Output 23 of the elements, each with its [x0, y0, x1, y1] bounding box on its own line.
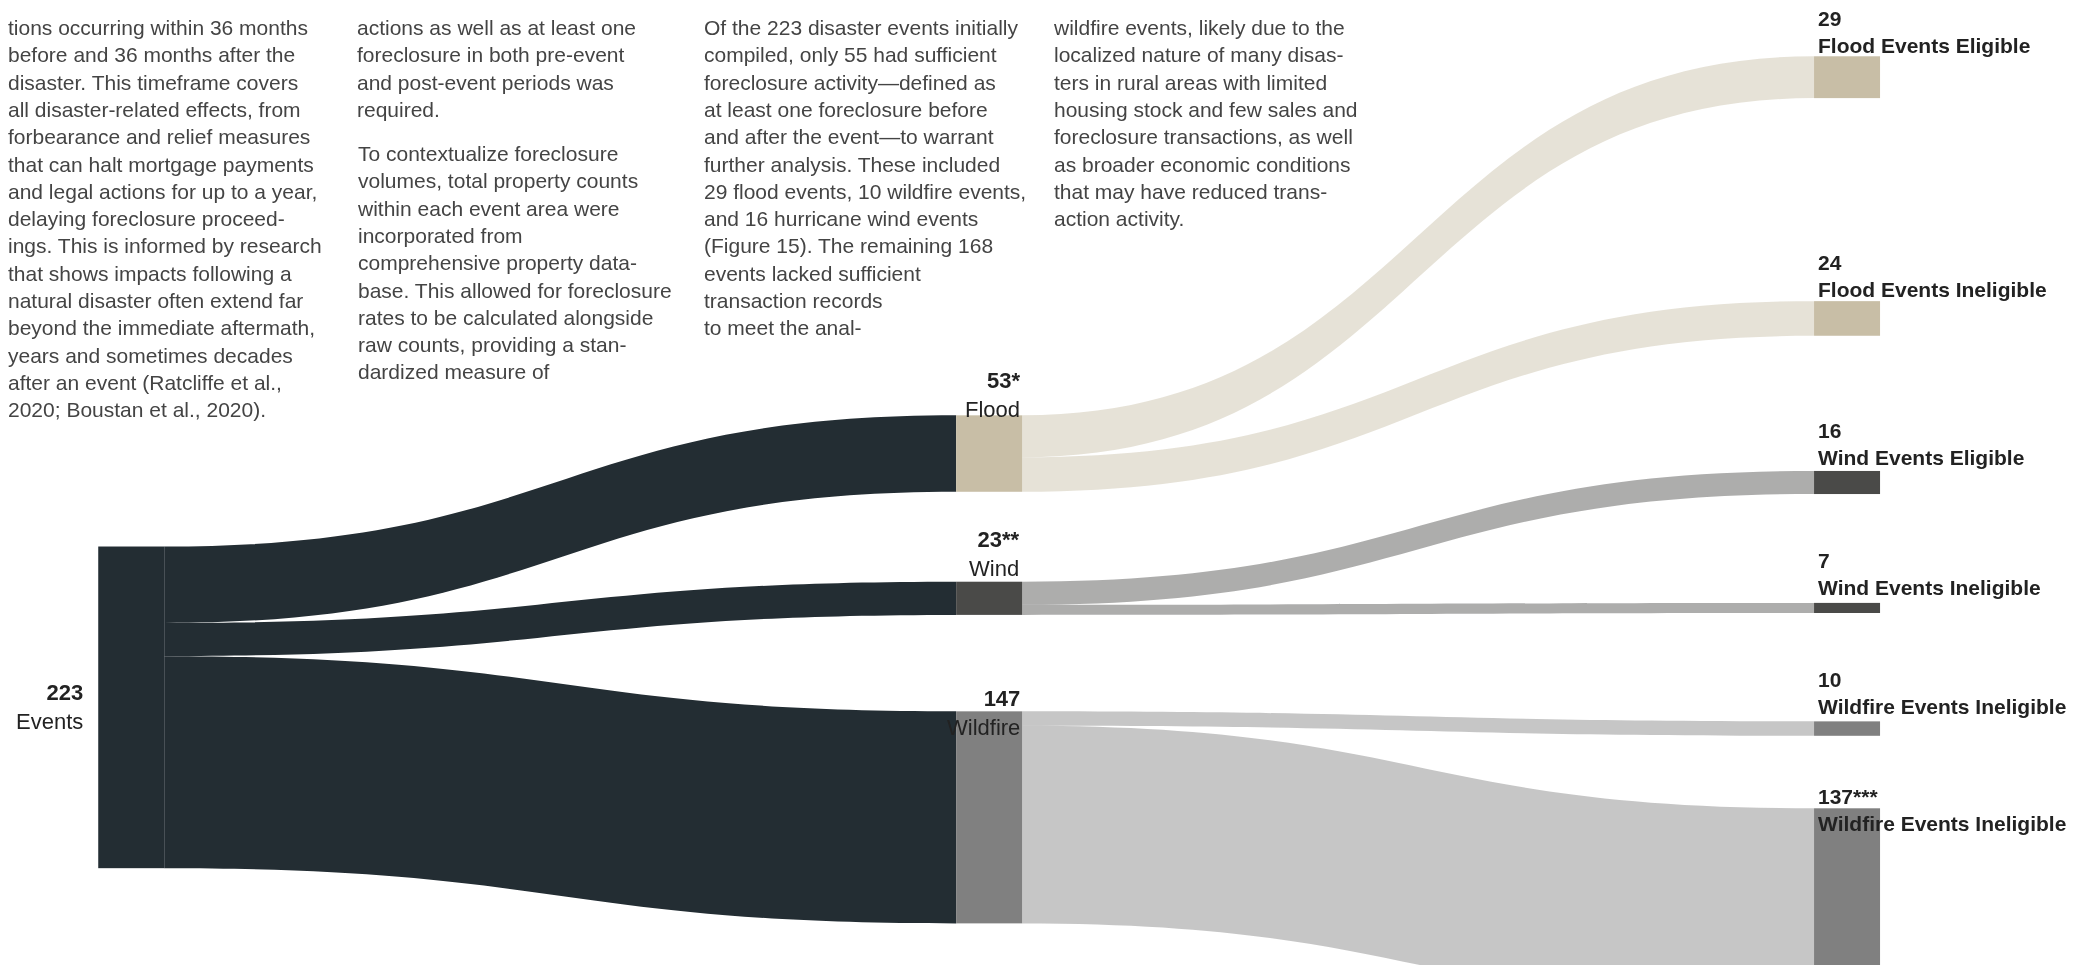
text: Of the 223 disaster events initially compiled, only 55 had sufficient foreclosure activity—defined as at least one foreclosure before and after the event—to warrant further analysis. These included 29 flood events, 10 wildfire events, and 16 hurricane wind events (Figure 15). The remaining 168 events lacked sufficient transaction records to meet the anal-: [704, 16, 1027, 340]
data-label: 10: [1818, 668, 1842, 691]
data-label: 53*: [987, 368, 1021, 393]
text: tions occurring within 36 months before and 36 months after the disaster. This timeframe covers all disaster-related effects, from forbearance and relief measures that can halt mortgage payments and legal actions for up to a year, delaying foreclosure proceed- ings. This is informed by research that shows impacts following a natural disaster often extend far beyond the immediate aftermath, years and sometimes decades after an event (Ratcliffe et al., 2020; Boustan et al., 2020).: [8, 16, 322, 422]
category-label: Flood Events Ineligible: [1818, 278, 2047, 302]
text: wildfire events, likely due to the localized nature of many disas- ters in rural areas with limited housing stock and few sales and foreclosure transactions, as well as broader economic conditions that may have reduced trans- action activity.: [1053, 16, 1358, 231]
data-label: 23**: [977, 527, 1020, 552]
category-label: Flood Events Eligible: [1818, 34, 2031, 58]
category-label: Wind: [969, 555, 1020, 581]
data-label: 147: [983, 686, 1021, 711]
category-label: Wind Events Ineligible: [1818, 576, 2041, 600]
category-label: Wildfire Events Ineligible: [1818, 695, 2067, 719]
category-label: Flood: [965, 396, 1021, 422]
data-label: 137***: [1818, 785, 1879, 808]
data-label: 16: [1818, 419, 1842, 442]
category-label: Wind Events Eligible: [1818, 446, 2025, 470]
data-label: 29: [1818, 7, 1842, 30]
data-label: 223: [46, 680, 84, 705]
text: To contextualize foreclosure volumes, total property counts within each event area were incorporated from comprehensive property data- base. This allowed for foreclosure rates to be calculated alongside raw counts, providing a stan- dardized measure of: [358, 142, 672, 384]
text: actions as well as at least one foreclosure in both pre-event and post-event periods was required.: [357, 16, 636, 121]
data-label: 7: [1818, 549, 1830, 572]
category-label: Events: [16, 708, 84, 734]
data-label: 24: [1818, 251, 1842, 274]
